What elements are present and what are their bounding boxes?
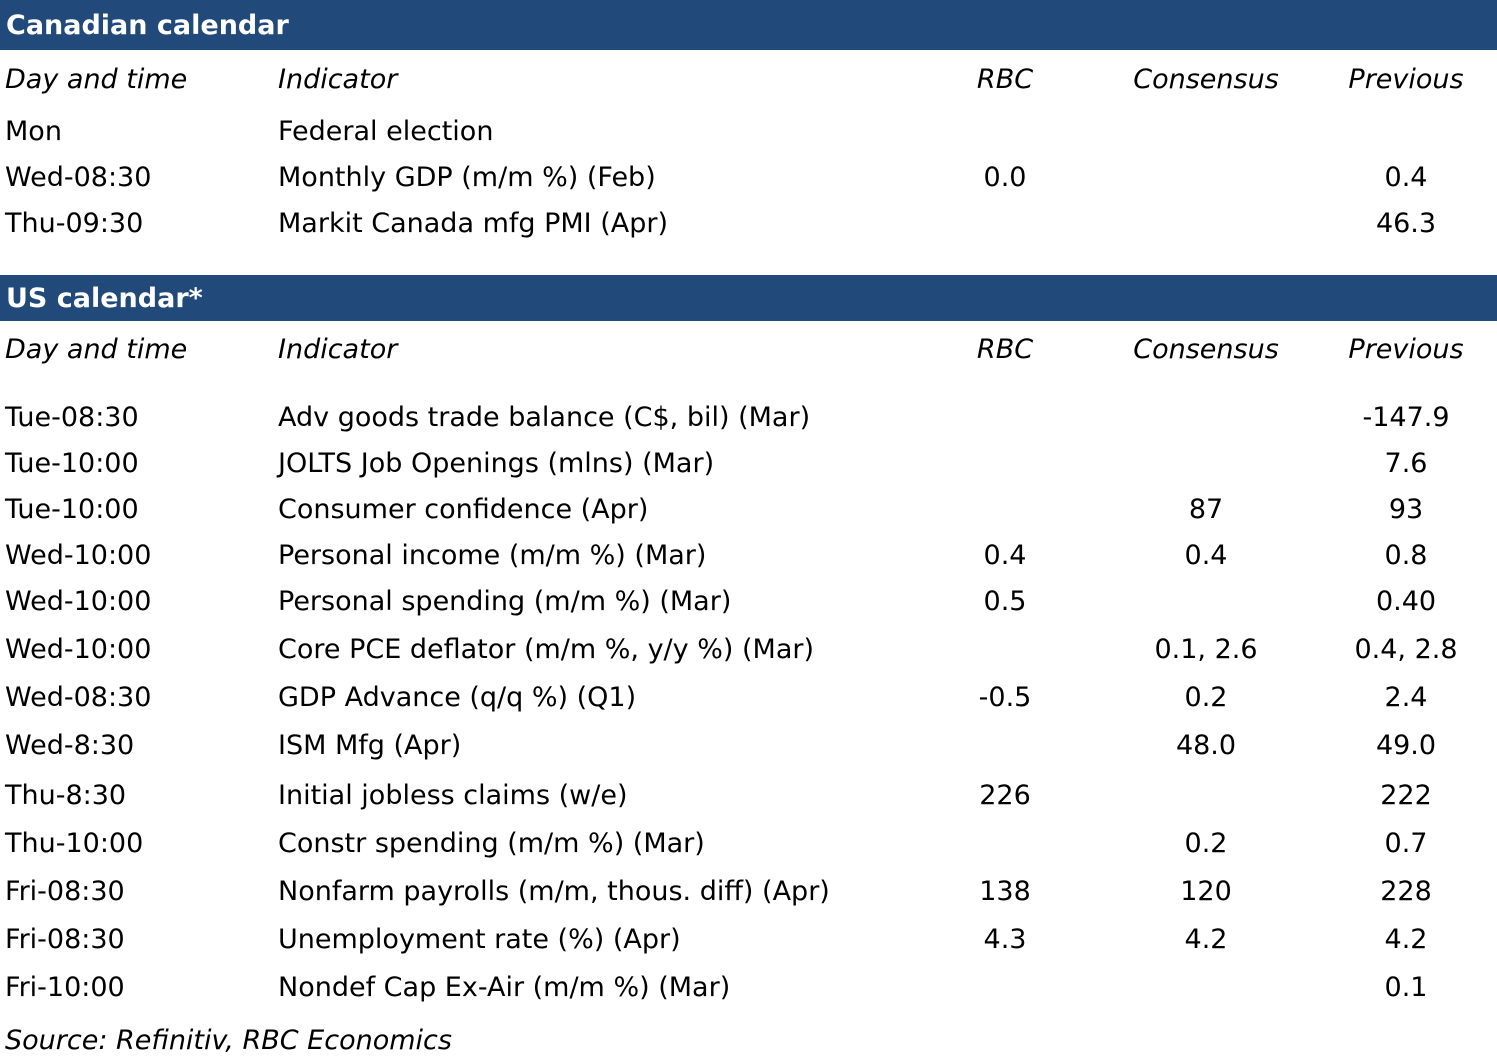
section-title: Canadian calendar — [6, 9, 289, 41]
col-header-day: Day and time — [5, 64, 188, 95]
table-row: Fri-10:00 Nondef Cap Ex-Air (m/m %) (Mar)… — [0, 966, 1497, 1010]
cell-consensus: 0.4 — [1184, 540, 1228, 571]
cell-rbc: 138 — [979, 876, 1031, 907]
col-header-consensus: Consensus — [1133, 334, 1279, 365]
table-row: Mon Federal election — [0, 110, 1497, 154]
cell-day: Wed-10:00 — [5, 540, 152, 571]
column-header-row: Day and time Indicator RBC Consensus Pre… — [0, 58, 1497, 102]
cell-previous: 0.4, 2.8 — [1354, 634, 1458, 665]
table-row: Fri-08:30 Nonfarm payrolls (m/m, thous. d… — [0, 870, 1497, 914]
col-header-day: Day and time — [5, 334, 188, 365]
col-header-indicator: Indicator — [278, 334, 398, 365]
cell-indicator: GDP Advance (q/q %) (Q1) — [278, 682, 637, 713]
cell-indicator: Federal election — [278, 116, 494, 147]
cell-rbc: 0.5 — [983, 586, 1027, 617]
source-note: Source: Refinitiv, RBC Economics — [5, 1025, 452, 1056]
cell-previous: 0.7 — [1384, 828, 1428, 859]
cell-indicator: Markit Canada mfg PMI (Apr) — [278, 208, 668, 239]
cell-day: Wed-08:30 — [5, 682, 152, 713]
cell-indicator: Constr spending (m/m %) (Mar) — [278, 828, 705, 859]
cell-day: Tue-10:00 — [5, 494, 139, 525]
cell-consensus: 87 — [1188, 494, 1224, 525]
cell-consensus: 0.1, 2.6 — [1154, 634, 1258, 665]
cell-rbc: 0.4 — [983, 540, 1027, 571]
table-row: Wed-08:30 GDP Advance (q/q %) (Q1) -0.5 0.2… — [0, 676, 1497, 720]
cell-previous: 4.2 — [1384, 924, 1428, 955]
column-header-row: Day and time Indicator RBC Consensus Pre… — [0, 328, 1497, 372]
cell-rbc: 226 — [979, 780, 1031, 811]
cell-indicator: Initial jobless claims (w/e) — [278, 780, 628, 811]
col-header-rbc: RBC — [976, 64, 1034, 95]
cell-day: Tue-10:00 — [5, 448, 139, 479]
cell-day: Fri-08:30 — [5, 876, 125, 907]
table-row: Wed-10:00 Personal income (m/m %) (Mar) 0.… — [0, 534, 1497, 578]
table-row: Wed-8:30 ISM Mfg (Apr) 48.0 49.0 — [0, 724, 1497, 768]
cell-day: Wed-8:30 — [5, 730, 135, 761]
cell-day: Fri-08:30 — [5, 924, 125, 955]
cell-day: Tue-08:30 — [5, 402, 139, 433]
cell-indicator: Monthly GDP (m/m %) (Feb) — [278, 162, 656, 193]
cell-day: Thu-09:30 — [5, 208, 144, 239]
cell-indicator: JOLTS Job Openings (mlns) (Mar) — [278, 448, 715, 479]
table-row: Thu-09:30 Markit Canada mfg PMI (Apr) 46.3 — [0, 202, 1497, 246]
table-row: Wed-10:00 Personal spending (m/m %) (Mar)… — [0, 580, 1497, 624]
section-title: US calendar* — [6, 282, 203, 314]
cell-indicator: Nondef Cap Ex-Air (m/m %) (Mar) — [278, 972, 731, 1003]
cell-previous: 222 — [1380, 780, 1432, 811]
cell-previous: 2.4 — [1384, 682, 1428, 713]
cell-rbc: 0.0 — [983, 162, 1027, 193]
cell-day: Mon — [5, 116, 62, 147]
table-row: Tue-10:00 JOLTS Job Openings (mlns) (Mar)… — [0, 442, 1497, 486]
table-row: Wed-10:00 Core PCE deflator (m/m %, y/y %… — [0, 628, 1497, 672]
cell-previous: 0.8 — [1384, 540, 1428, 571]
cell-day: Wed-10:00 — [5, 586, 152, 617]
table-row: Tue-10:00 Consumer confidence (Apr) 87 93 — [0, 488, 1497, 532]
table-row: Thu-8:30 Initial jobless claims (w/e) 226 2… — [0, 774, 1497, 818]
cell-indicator: Core PCE deflator (m/m %, y/y %) (Mar) — [278, 634, 814, 665]
cell-day: Thu-8:30 — [5, 780, 127, 811]
col-header-consensus: Consensus — [1133, 64, 1279, 95]
cell-day: Fri-10:00 — [5, 972, 125, 1003]
us-calendar-header: US calendar* — [0, 275, 1497, 321]
table-row: Thu-10:00 Constr spending (m/m %) (Mar) 0.… — [0, 822, 1497, 866]
cell-indicator: ISM Mfg (Apr) — [278, 730, 462, 761]
cell-consensus: 4.2 — [1184, 924, 1228, 955]
col-header-previous: Previous — [1348, 334, 1464, 365]
col-header-indicator: Indicator — [278, 64, 398, 95]
cell-day: Wed-10:00 — [5, 634, 152, 665]
cell-indicator: Personal income (m/m %) (Mar) — [278, 540, 707, 571]
cell-previous: 46.3 — [1375, 208, 1437, 239]
cell-day: Thu-10:00 — [5, 828, 144, 859]
cell-previous: 0.1 — [1384, 972, 1428, 1003]
cell-indicator: Nonfarm payrolls (m/m, thous. diff) (Apr… — [278, 876, 830, 907]
cell-consensus: 48.0 — [1175, 730, 1237, 761]
cell-previous: 228 — [1380, 876, 1432, 907]
cell-consensus: 0.2 — [1184, 828, 1228, 859]
cell-consensus: 120 — [1180, 876, 1232, 907]
cell-previous: 93 — [1388, 494, 1424, 525]
cell-indicator: Unemployment rate (%) (Apr) — [278, 924, 681, 955]
table-row: Wed-08:30 Monthly GDP (m/m %) (Feb) 0.0 0.4 — [0, 156, 1497, 200]
cell-previous: 49.0 — [1375, 730, 1437, 761]
cell-previous: 0.4 — [1384, 162, 1428, 193]
cell-previous: -147.9 — [1362, 402, 1450, 433]
cell-day: Wed-08:30 — [5, 162, 152, 193]
col-header-rbc: RBC — [976, 334, 1034, 365]
cell-indicator: Adv goods trade balance (C$, bil) (Mar) — [278, 402, 811, 433]
cell-previous: 7.6 — [1384, 448, 1428, 479]
cell-consensus: 0.2 — [1184, 682, 1228, 713]
cell-indicator: Consumer confidence (Apr) — [278, 494, 649, 525]
canadian-calendar-header: Canadian calendar — [0, 0, 1497, 50]
col-header-previous: Previous — [1348, 64, 1464, 95]
cell-previous: 0.40 — [1375, 586, 1437, 617]
table-row: Tue-08:30 Adv goods trade balance (C$, bi… — [0, 396, 1497, 440]
cell-rbc: -0.5 — [978, 682, 1032, 713]
cell-indicator: Personal spending (m/m %) (Mar) — [278, 586, 732, 617]
cell-rbc: 4.3 — [983, 924, 1027, 955]
table-row: Fri-08:30 Unemployment rate (%) (Apr) 4.3 4… — [0, 918, 1497, 962]
